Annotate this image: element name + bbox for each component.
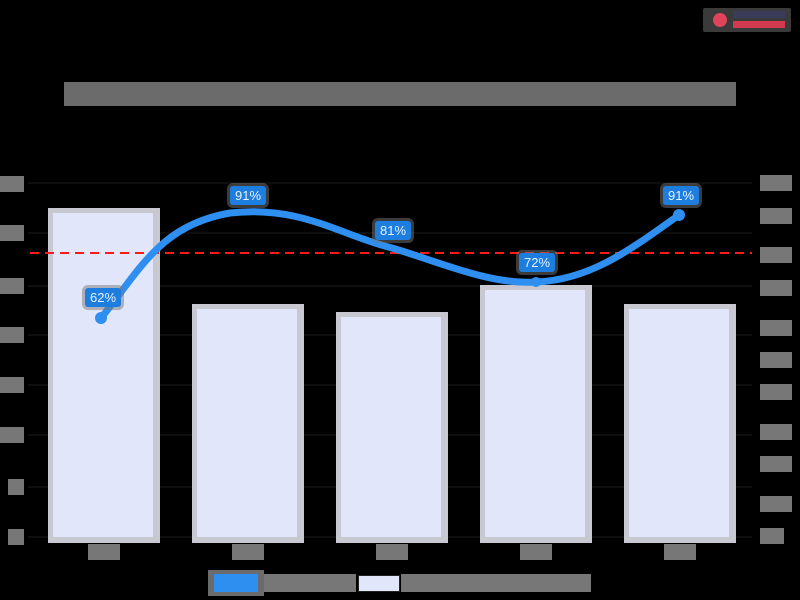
right-axis-tick: [760, 280, 792, 296]
x-axis-tick: [88, 544, 120, 560]
data-label: 62%: [85, 288, 122, 307]
right-axis-tick: [760, 208, 792, 224]
legend-swatch-bar[interactable]: [358, 575, 400, 592]
brand-logo: [703, 8, 791, 32]
right-axis-tick: [760, 496, 792, 512]
bar-series: [48, 208, 736, 543]
logo-text-top: [733, 11, 785, 18]
x-axis-tick: [232, 544, 264, 560]
left-axis-tick: [0, 278, 24, 294]
data-label: 72%: [519, 253, 556, 272]
right-axis-tick: [760, 320, 792, 336]
left-axis-tick: [0, 427, 24, 443]
legend-swatch-line[interactable]: [208, 570, 264, 596]
right-axis-tick: [760, 456, 792, 472]
right-axis-tick: [760, 528, 784, 544]
right-axis-tick: [760, 424, 792, 440]
right-axis-tick: [760, 175, 792, 191]
right-axis-tick: [760, 247, 792, 263]
right-axis-tick: [760, 384, 792, 400]
logo-icon: [713, 13, 727, 27]
left-axis-tick: [8, 479, 24, 495]
data-label: 91%: [663, 186, 700, 205]
left-axis-tick: [0, 176, 24, 192]
line-series: [97, 208, 683, 322]
left-axis-tick: [0, 225, 24, 241]
left-axis-tick: [0, 377, 24, 393]
data-label: 91%: [230, 186, 267, 205]
legend-label[interactable]: [264, 574, 356, 592]
x-axis-tick: [664, 544, 696, 560]
x-axis-tick: [520, 544, 552, 560]
x-axis-tick: [376, 544, 408, 560]
legend-label[interactable]: [401, 574, 591, 592]
chart-title: [64, 82, 736, 106]
data-label: 81%: [375, 221, 412, 240]
logo-text-bottom: [733, 21, 785, 28]
left-axis-tick: [8, 529, 24, 545]
right-axis-tick: [760, 352, 792, 368]
left-axis-tick: [0, 327, 24, 343]
